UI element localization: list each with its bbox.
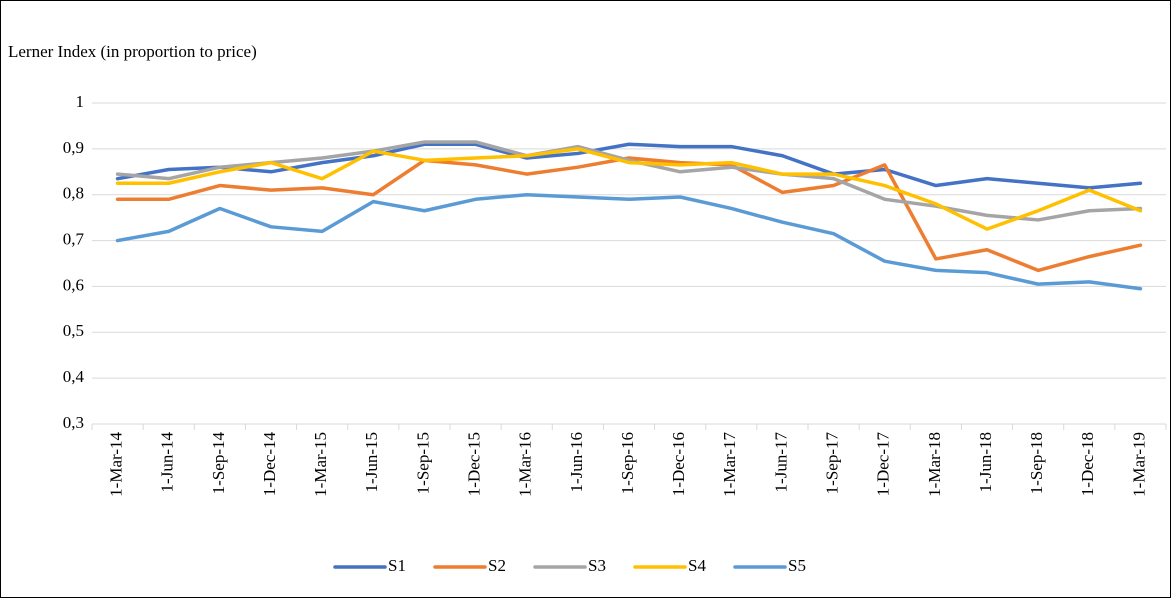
x-tick-label: 1-Dec-18 — [1078, 432, 1097, 496]
legend-label: S3 — [588, 556, 606, 575]
x-tick-label: 1-Dec-14 — [260, 432, 279, 497]
x-tick-label: 1-Mar-16 — [516, 432, 535, 497]
x-tick-label: 1-Sep-14 — [209, 432, 228, 495]
x-tick-label: 1-Mar-17 — [720, 432, 739, 497]
x-tick-label: 1-Mar-18 — [925, 432, 944, 497]
x-tick-label: 1-Jun-14 — [158, 432, 177, 493]
y-tick-label: 0,5 — [63, 321, 84, 340]
y-tick-label: 0,8 — [63, 184, 84, 203]
line-series — [115, 192, 1143, 291]
x-tick-label: 1-Mar-15 — [311, 432, 330, 497]
y-tick-label: 0,7 — [63, 229, 85, 248]
x-tick-label: 1-Sep-16 — [618, 432, 637, 494]
chart-title: Lerner Index (in proportion to price) — [8, 42, 257, 61]
x-tick-label: 1-Mar-14 — [106, 432, 125, 497]
x-tick-label: 1-Dec-15 — [464, 432, 483, 496]
line-series — [115, 147, 1143, 231]
x-tick-label: 1-Mar-19 — [1129, 432, 1148, 497]
y-tick-label: 0,6 — [63, 275, 84, 294]
legend-label: S5 — [788, 556, 806, 575]
legend-label: S2 — [488, 556, 506, 575]
y-tick-label: 0,3 — [63, 413, 84, 432]
y-tick-label: 0,9 — [63, 138, 84, 157]
x-tick-label: 1-Sep-17 — [822, 432, 841, 495]
legend-label: S1 — [388, 556, 406, 575]
x-tick-label: 1-Dec-16 — [669, 432, 688, 496]
y-tick-label: 0,4 — [63, 367, 85, 386]
line-series — [115, 156, 1143, 273]
x-tick-label: 1-Jun-16 — [567, 432, 586, 492]
x-tick-label: 1-Sep-15 — [413, 432, 432, 494]
x-tick-label: 1-Dec-17 — [874, 432, 893, 497]
y-tick-label: 1 — [76, 92, 85, 111]
x-tick-label: 1-Sep-18 — [1027, 432, 1046, 494]
legend-label: S4 — [688, 556, 706, 575]
x-tick-label: 1-Jun-15 — [362, 432, 381, 492]
x-tick-label: 1-Jun-18 — [976, 432, 995, 492]
line-series — [115, 140, 1143, 222]
x-tick-label: 1-Jun-17 — [771, 432, 790, 493]
